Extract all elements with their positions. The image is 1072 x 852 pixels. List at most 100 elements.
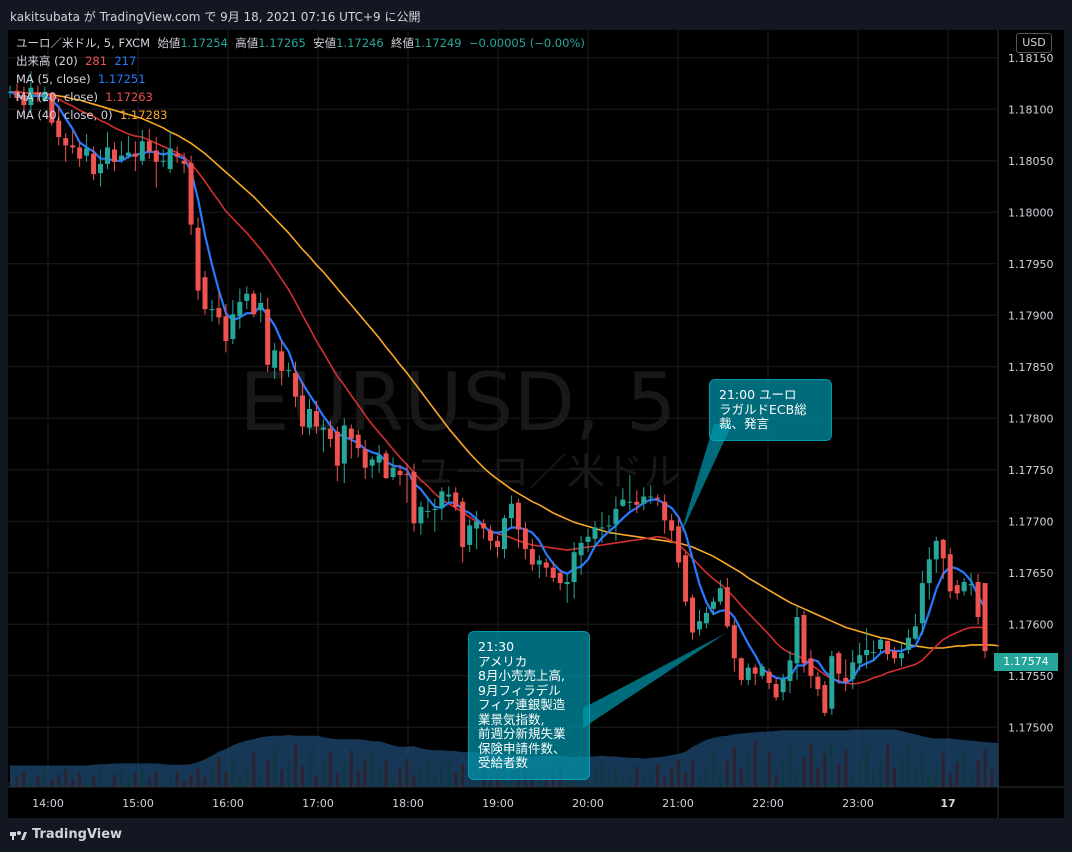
candle-body[interactable] <box>341 425 347 464</box>
candle-body[interactable] <box>738 658 744 680</box>
candle-body[interactable] <box>174 153 180 157</box>
ma40-row[interactable]: MA (40, close, 0) 1.17283 <box>16 106 585 124</box>
candle-body[interactable] <box>105 147 111 164</box>
annotation-ecb[interactable]: 21:00 ユーロ ラガルドECB総 裁、発言 <box>709 379 832 441</box>
candle-body[interactable] <box>209 309 215 311</box>
candle-body[interactable] <box>620 499 626 506</box>
candle-body[interactable] <box>933 540 939 560</box>
candles[interactable] <box>8 30 992 716</box>
candle-body[interactable] <box>272 350 278 368</box>
candle-body[interactable] <box>648 496 654 498</box>
candle-body[interactable] <box>8 91 13 93</box>
candle-body[interactable] <box>258 302 264 311</box>
candle-body[interactable] <box>557 572 563 584</box>
candle-body[interactable] <box>355 434 361 449</box>
chart-panel[interactable]: EURUSD, 5 ユーロ／米ドル 1.18150 1.18100 1.18050 1… <box>8 30 1064 818</box>
candle-body[interactable] <box>495 540 501 548</box>
candle-body[interactable] <box>815 676 821 690</box>
candle-body[interactable] <box>864 650 870 656</box>
candle-body[interactable] <box>968 584 974 586</box>
candle-body[interactable] <box>265 309 271 365</box>
candle-body[interactable] <box>251 293 257 315</box>
candle-body[interactable] <box>467 525 473 545</box>
candle-body[interactable] <box>146 141 152 152</box>
candle-body[interactable] <box>606 525 612 527</box>
candle-body[interactable] <box>188 162 194 225</box>
candle-body[interactable] <box>70 145 76 148</box>
candle-body[interactable] <box>453 492 459 507</box>
candle-body[interactable] <box>153 150 159 162</box>
candle-body[interactable] <box>599 527 605 529</box>
candle-body[interactable] <box>787 660 793 681</box>
candle-body[interactable] <box>132 153 138 157</box>
candle-body[interactable] <box>216 308 222 318</box>
candle-body[interactable] <box>759 666 765 676</box>
candle-body[interactable] <box>418 506 424 524</box>
candle-body[interactable] <box>683 555 689 602</box>
candle-body[interactable] <box>244 293 250 301</box>
candle-body[interactable] <box>954 585 960 594</box>
candle-body[interactable] <box>536 560 542 565</box>
symbol-label[interactable]: ユーロ／米ドル, 5, FXCM <box>16 36 151 50</box>
candle-body[interactable] <box>690 597 696 633</box>
candle-body[interactable] <box>710 601 716 609</box>
candle-body[interactable] <box>766 671 772 683</box>
candle-body[interactable] <box>592 527 598 539</box>
candle-body[interactable] <box>118 155 124 160</box>
candle-body[interactable] <box>669 520 675 531</box>
candle-body[interactable] <box>125 152 131 156</box>
candle-body[interactable] <box>369 459 375 466</box>
candle-body[interactable] <box>703 612 709 624</box>
candle-body[interactable] <box>780 678 786 693</box>
candle-body[interactable] <box>42 91 48 101</box>
candle-body[interactable] <box>724 587 730 627</box>
candle-body[interactable] <box>627 501 633 503</box>
candle-body[interactable] <box>320 427 326 430</box>
candle-body[interactable] <box>676 526 682 563</box>
candle-body[interactable] <box>752 667 758 674</box>
candle-body[interactable] <box>230 314 236 339</box>
candle-body[interactable] <box>717 588 723 602</box>
candle-body[interactable] <box>334 431 340 466</box>
annotation-us-data[interactable]: 21:30 アメリカ 8月小売売上高, 9月フィラデル フィア連銀製造 業景気指… <box>468 631 590 780</box>
candle-body[interactable] <box>167 148 173 170</box>
candle-body[interactable] <box>327 428 333 439</box>
candle-body[interactable] <box>773 684 779 698</box>
candle-body[interactable] <box>348 428 354 439</box>
candle-body[interactable] <box>139 141 145 161</box>
candle-body[interactable] <box>878 639 884 649</box>
candle-body[interactable] <box>56 120 62 138</box>
candle-body[interactable] <box>947 554 953 592</box>
candle-body[interactable] <box>383 453 389 479</box>
candle-body[interactable] <box>529 549 535 565</box>
candle-body[interactable] <box>843 677 849 682</box>
candle-body[interactable] <box>313 411 319 427</box>
candle-body[interactable] <box>488 530 494 541</box>
candle-body[interactable] <box>14 90 20 98</box>
candle-body[interactable] <box>425 510 431 512</box>
candle-body[interactable] <box>822 685 828 713</box>
candle-body[interactable] <box>919 583 925 624</box>
candle-body[interactable] <box>390 467 396 477</box>
candle-body[interactable] <box>926 559 932 584</box>
candle-body[interactable] <box>181 160 187 164</box>
candle-body[interactable] <box>543 562 549 568</box>
candle-body[interactable] <box>522 528 528 550</box>
candle-body[interactable] <box>515 502 521 530</box>
candle-body[interactable] <box>585 536 591 542</box>
candle-body[interactable] <box>641 496 647 504</box>
candle-body[interactable] <box>891 651 897 659</box>
candle-body[interactable] <box>731 625 737 659</box>
candle-body[interactable] <box>28 87 34 106</box>
candle-body[interactable] <box>49 92 55 123</box>
candle-body[interactable] <box>912 626 918 639</box>
candle-body[interactable] <box>84 148 90 156</box>
candle-body[interactable] <box>905 637 911 651</box>
candle-body[interactable] <box>237 301 243 317</box>
candle-body[interactable] <box>550 567 556 578</box>
candle-body[interactable] <box>801 615 807 664</box>
candle-body[interactable] <box>481 523 487 529</box>
candle-body[interactable] <box>613 508 619 525</box>
candle-body[interactable] <box>91 153 97 175</box>
candle-body[interactable] <box>808 658 814 676</box>
